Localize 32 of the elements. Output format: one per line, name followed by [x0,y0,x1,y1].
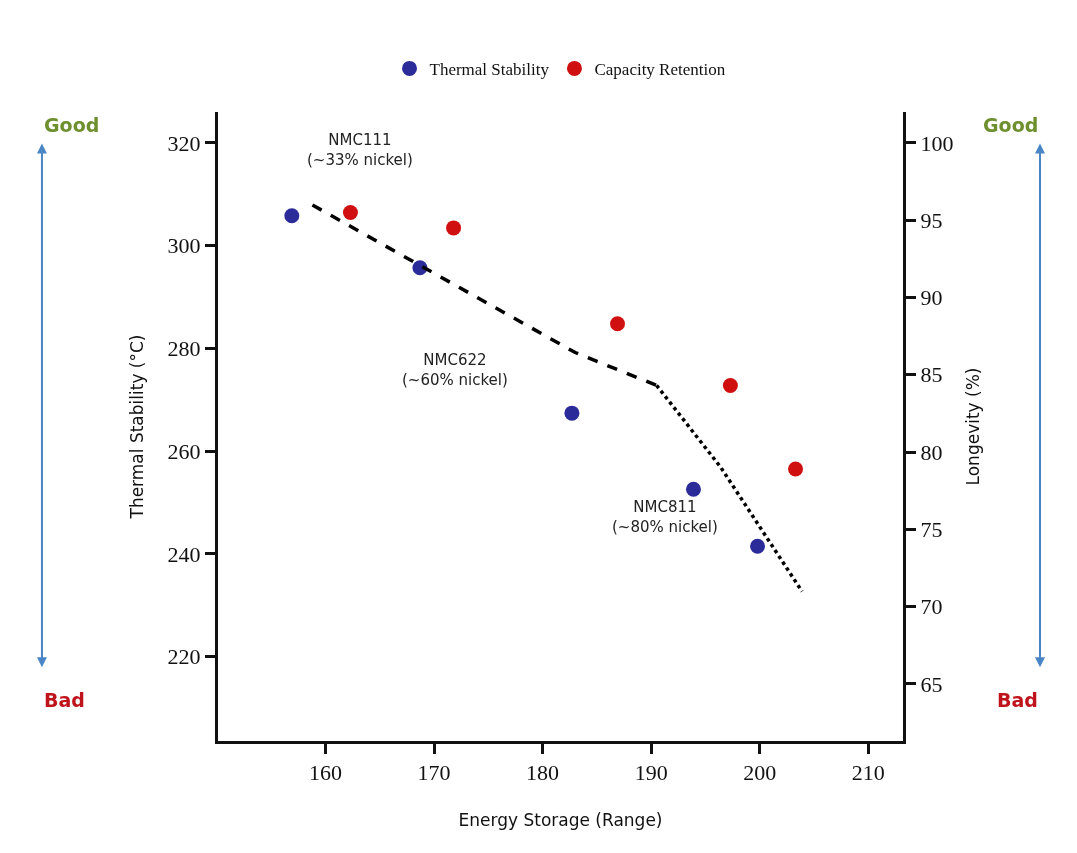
x-tick-label: 190 [634,760,668,786]
y-tick-label: 240 [167,541,201,567]
y2-tick-label: 65 [920,671,943,697]
text: Bad [44,689,85,711]
y-tick-label: 300 [167,233,201,259]
text: Bad [997,689,1038,711]
y-axis-title: Thermal Stability (°C) [127,334,148,520]
y-tick-label: 220 [167,644,201,670]
y2-tick-label: 80 [920,439,943,465]
x-axis-title: Energy Storage (Range) [458,809,663,830]
text: Good [983,114,1039,136]
y2-tick-label: 95 [920,207,943,233]
x-tick-label: 210 [851,760,885,786]
y-tick-label: 260 [167,438,201,464]
y-tick-label: 320 [167,130,201,156]
y2-tick-label: 90 [920,285,943,311]
annotation: NMC622 (~60% nickel) [402,351,508,389]
x-tick-label: 180 [526,760,560,786]
y-tick-label: 280 [167,336,201,362]
y2-tick-label: 70 [920,594,943,620]
annotation: NMC811 (~80% nickel) [612,498,718,536]
x-tick-label: 160 [308,760,342,786]
x-tick-label: 170 [417,760,451,786]
annotation: NMC111 (~33% nickel) [307,131,413,169]
text: Good [44,114,100,136]
y2-tick-label: 85 [920,362,943,388]
y2-axis-title: Longevity (%) [962,367,983,486]
y2-tick-label: 75 [920,516,943,542]
legend-label: Thermal Stability [429,60,550,80]
x-tick-label: 200 [743,760,777,786]
y2-tick-label: 100 [920,130,954,156]
legend-label: Capacity Retention [594,60,726,80]
